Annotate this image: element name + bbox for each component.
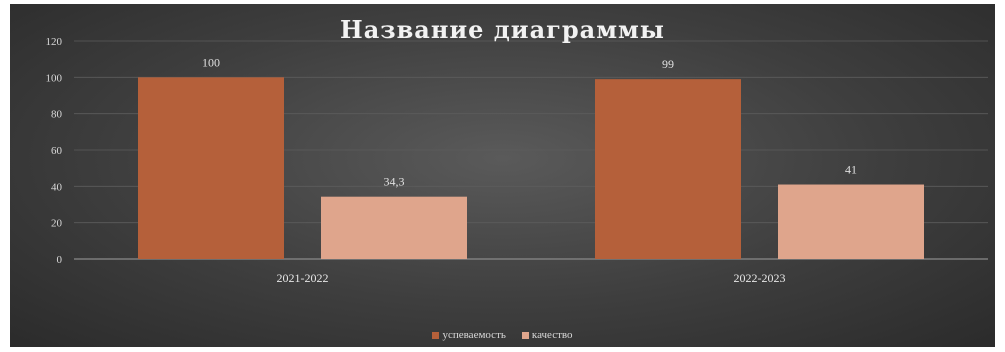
chart-area: 0 20 40 60 80 100 120 100 34,3 2021-2022 99 41 2022-…	[10, 4, 995, 347]
data-label: 100	[202, 55, 220, 69]
y-tick-label: 20	[51, 218, 63, 230]
bar	[138, 77, 284, 259]
data-label: 34,3	[384, 175, 405, 189]
data-label: 99	[662, 57, 674, 71]
legend-item-kachestvo: качество	[521, 329, 573, 341]
legend: успеваемость качество	[10, 329, 995, 341]
legend-swatch-uspevaemost	[432, 331, 440, 339]
y-tick-label: 100	[46, 72, 63, 84]
bar	[595, 79, 741, 260]
y-tick-label: 0	[57, 254, 63, 266]
bar	[321, 196, 467, 259]
legend-swatch-kachestvo	[521, 331, 529, 339]
bar	[778, 184, 924, 259]
legend-item-uspevaemost: успеваемость	[432, 329, 506, 341]
x-tick-label: 2021-2022	[277, 271, 329, 285]
x-tick-label: 2022-2023	[734, 271, 786, 285]
data-label: 41	[845, 163, 857, 177]
y-tick-label: 60	[51, 145, 63, 157]
y-tick-label: 80	[51, 109, 63, 121]
y-tick-label: 40	[51, 181, 63, 193]
chart-title: Название диаграммы	[340, 15, 665, 44]
legend-label-kachestvo: качество	[531, 329, 573, 341]
legend-label-uspevaemost: успеваемость	[442, 329, 506, 341]
chart-plot: 0 20 40 60 80 100 120 100 34,3 2021-2022 99 41 2022-…	[46, 36, 988, 285]
y-tick-label: 120	[46, 36, 63, 48]
